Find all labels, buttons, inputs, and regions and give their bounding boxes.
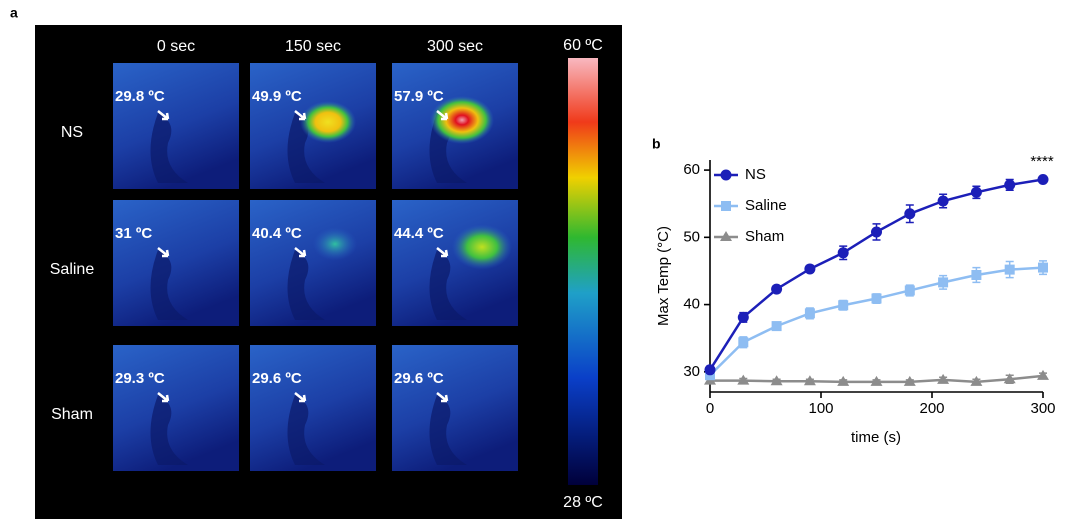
marker — [770, 375, 783, 386]
marker — [704, 364, 716, 376]
marker — [771, 283, 783, 295]
y-tick-label: 60 — [683, 161, 700, 178]
marker — [1004, 264, 1015, 275]
marker — [970, 186, 982, 198]
marker — [904, 208, 916, 220]
marker — [837, 375, 850, 386]
row-label: Sham — [51, 406, 93, 423]
colorbar-min: 28 ºC — [563, 494, 603, 511]
column-header: 150 sec — [285, 38, 341, 55]
marker — [903, 375, 916, 386]
thermal-image — [113, 63, 239, 189]
hot-spot — [430, 96, 494, 144]
temperature-label: 29.6 ºC — [394, 370, 444, 387]
thermal-panel: a 60 ºC 28 ºC 0 sec 150 sec 300 sec NS 29.8 … — [10, 5, 622, 519]
body-shadow — [287, 113, 325, 183]
x-axis-label: time (s) — [851, 429, 901, 446]
thermal-image — [250, 345, 376, 471]
hot-spot — [452, 224, 512, 270]
marker — [737, 374, 750, 385]
arrow — [157, 110, 170, 121]
y-tick-label: 50 — [683, 228, 700, 245]
body-shadow — [287, 395, 325, 465]
marker — [970, 375, 983, 386]
marker — [738, 337, 749, 348]
arrow — [157, 392, 170, 403]
panel-label: b — [652, 136, 661, 152]
colorbar-max: 60 ºC — [563, 37, 603, 54]
arrow — [436, 392, 449, 403]
marker — [838, 300, 849, 311]
marker — [904, 285, 915, 296]
x-tick-label: 300 — [1030, 400, 1055, 417]
legend-marker — [720, 169, 732, 181]
x-tick-label: 200 — [919, 400, 944, 417]
marker — [871, 226, 882, 238]
row-label: NS — [61, 124, 83, 141]
arrow — [157, 247, 170, 258]
marker — [971, 269, 982, 280]
marker — [737, 311, 749, 323]
arrow — [436, 110, 449, 121]
colorbar — [568, 58, 598, 485]
x-tick-label: 0 — [706, 400, 714, 417]
marker — [804, 263, 816, 275]
legend-label: Saline — [745, 197, 787, 214]
temperature-label: 57.9 ºC — [394, 88, 444, 105]
legend-label: Sham — [745, 228, 784, 245]
marker — [1003, 373, 1016, 384]
marker — [1004, 179, 1016, 191]
chart-panel: b Max Temp (°C) time (s) **** 30 40 50 60 0 1… — [652, 136, 1056, 446]
series-line — [709, 266, 1044, 377]
legend-marker — [721, 201, 731, 211]
column-header: 300 sec — [427, 38, 483, 55]
body-shadow — [429, 250, 467, 320]
panel-label: a — [10, 5, 18, 21]
temperature-label: 44.4 ºC — [394, 225, 444, 242]
body-shadow — [150, 395, 188, 465]
temperature-label: 29.6 ºC — [252, 370, 302, 387]
row-label: Saline — [50, 261, 95, 278]
body-shadow — [287, 250, 325, 320]
legend-marker — [720, 231, 732, 241]
marker — [938, 277, 949, 288]
marker — [771, 321, 782, 332]
y-axis-label: Max Temp (°C) — [655, 226, 672, 326]
legend-label: NS — [745, 166, 766, 183]
body-shadow — [150, 113, 188, 183]
marker — [1038, 262, 1048, 273]
temperature-label: 31 ºC — [115, 225, 152, 242]
marker — [804, 308, 815, 319]
y-tick-label: 30 — [683, 363, 700, 380]
column-header: 0 sec — [157, 38, 195, 55]
y-tick-label: 40 — [683, 296, 700, 313]
marker — [937, 373, 950, 384]
marker — [1037, 174, 1049, 186]
thermal-image — [392, 345, 518, 471]
body-shadow — [150, 250, 188, 320]
marker — [803, 375, 816, 386]
arrow — [294, 110, 307, 121]
temperature-label: 29.3 ºC — [115, 370, 165, 387]
temperature-label: 49.9 ºC — [252, 88, 302, 105]
arrow — [294, 392, 307, 403]
thermal-image — [113, 345, 239, 471]
thermal-image — [113, 200, 239, 326]
thermal-image — [250, 200, 376, 326]
arrow — [294, 247, 307, 258]
marker — [870, 375, 883, 386]
temperature-label: 40.4 ºC — [252, 225, 302, 242]
body-shadow — [429, 395, 467, 465]
marker — [1037, 369, 1049, 380]
marker — [837, 247, 849, 259]
marker — [937, 195, 949, 207]
hot-spot — [300, 101, 356, 143]
marker — [871, 293, 882, 304]
x-tick-label: 100 — [808, 400, 833, 417]
annotation: **** — [1030, 153, 1054, 170]
arrow — [436, 247, 449, 258]
hot-spot — [313, 227, 357, 261]
temperature-label: 29.8 ºC — [115, 88, 165, 105]
